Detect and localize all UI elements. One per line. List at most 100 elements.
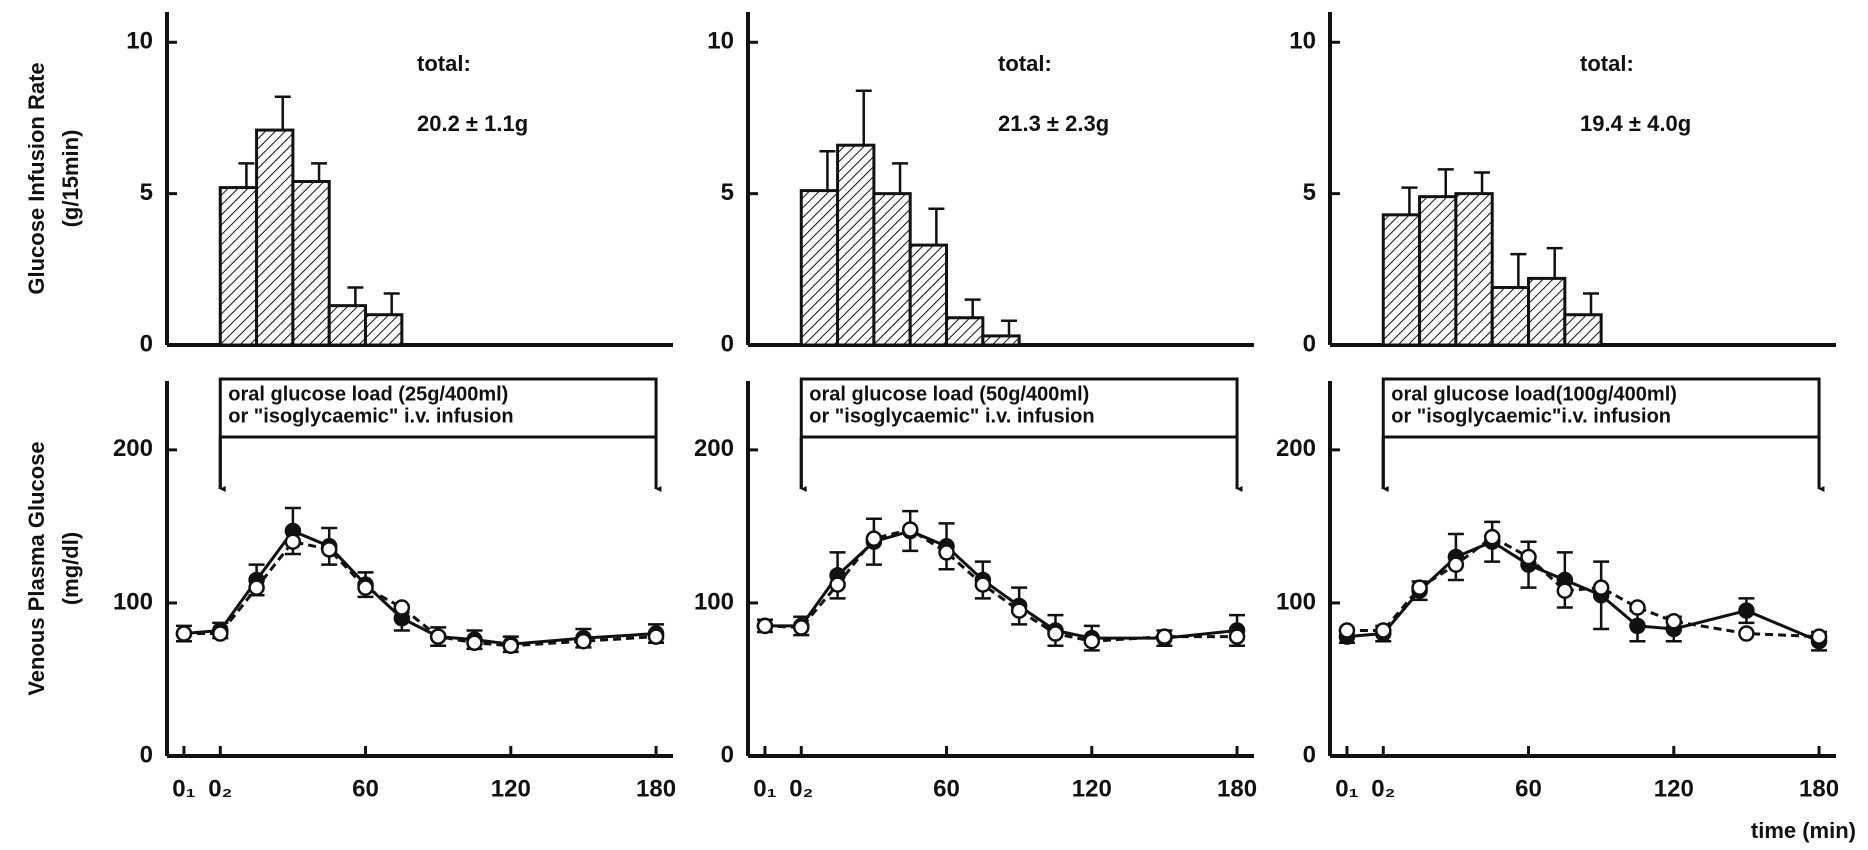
- bar: [291, 180, 331, 347]
- y-tick-label: 10: [126, 28, 153, 55]
- bracket: [218, 377, 662, 492]
- y-tick-label: 100: [1276, 588, 1316, 615]
- x-tick-label: 60: [933, 775, 960, 802]
- error-bar: [1510, 252, 1527, 288]
- bar: [327, 304, 368, 347]
- point: [1156, 628, 1173, 645]
- bracket: [799, 377, 1243, 492]
- point: [1629, 617, 1646, 635]
- x-tick-label: 0₁: [753, 775, 776, 802]
- error-bar: [892, 162, 909, 194]
- bar: [218, 186, 259, 347]
- annotation: total:: [998, 51, 1052, 76]
- error-bar: [1546, 246, 1563, 279]
- x-tick-label: 0₁: [1335, 775, 1358, 802]
- bar: [255, 128, 295, 347]
- annotation: total:: [417, 51, 471, 76]
- point: [1592, 579, 1610, 596]
- series-line: [764, 527, 1238, 643]
- x-tick-label: 60: [1515, 775, 1542, 802]
- x-tick-label: 0₂: [789, 775, 813, 802]
- bar: [1563, 313, 1603, 347]
- point: [1447, 556, 1465, 573]
- point: [502, 637, 520, 655]
- bar: [1527, 276, 1567, 347]
- bar: [364, 313, 404, 347]
- error-bar: [819, 150, 836, 191]
- point: [901, 521, 919, 538]
- point: [1556, 582, 1574, 599]
- point: [1738, 625, 1755, 642]
- point: [248, 579, 265, 596]
- annotation: or "isoglycaemic"i.v. infusion: [1391, 405, 1671, 427]
- error-bar: [964, 298, 981, 318]
- point: [829, 576, 846, 593]
- bar: [836, 143, 876, 347]
- bar: [981, 334, 1021, 347]
- bar: [799, 189, 840, 347]
- y-tick-label: 5: [140, 179, 153, 206]
- annotation: or "isoglycaemic" i.v. infusion: [809, 405, 1094, 427]
- y-tick-label: 200: [1276, 435, 1316, 462]
- error-bar: [1401, 186, 1418, 215]
- x-tick-label: 120: [1654, 775, 1694, 802]
- point: [1083, 632, 1101, 650]
- y-axis-label: (mg/dl): [58, 532, 83, 605]
- point: [175, 625, 193, 642]
- y-tick-label: 200: [113, 435, 153, 462]
- bar: [872, 192, 912, 347]
- point: [974, 576, 992, 593]
- x-tick-label: 120: [491, 775, 531, 802]
- bracket: [1381, 377, 1825, 492]
- annotation: oral glucose load(100g/400ml): [1391, 383, 1677, 405]
- annotation: oral glucose load (25g/400ml): [228, 383, 508, 405]
- point: [393, 599, 411, 616]
- bar: [1454, 192, 1494, 347]
- error-bar: [1437, 168, 1454, 197]
- y-axis-label: Glucose Infusion Rate: [24, 62, 49, 294]
- point: [1810, 628, 1828, 645]
- x-tick-label: 180: [1217, 775, 1257, 802]
- annotation: oral glucose load (50g/400ml): [809, 383, 1089, 405]
- point: [938, 544, 955, 561]
- point: [1520, 548, 1537, 566]
- x-tick-label: 180: [636, 775, 676, 802]
- bar: [1490, 285, 1531, 347]
- x-tick-label: 60: [352, 775, 379, 802]
- point: [1338, 622, 1356, 639]
- error-bar: [238, 162, 255, 188]
- annotation: 20.2 ± 1.1g: [417, 111, 528, 136]
- error-bar: [855, 89, 872, 146]
- point: [1629, 599, 1646, 616]
- annotation: total:: [1580, 51, 1634, 76]
- error-bar: [1474, 171, 1491, 194]
- x-tick-label: 0₂: [208, 775, 232, 802]
- point: [1375, 622, 1392, 639]
- bar: [908, 243, 949, 347]
- x-axis-label: time (min): [1751, 818, 1856, 843]
- y-tick-label: 5: [1303, 179, 1316, 206]
- point: [1228, 628, 1246, 645]
- error-bar: [311, 162, 328, 182]
- point: [357, 579, 374, 596]
- y-tick-label: 200: [694, 435, 734, 462]
- x-tick-label: 180: [1799, 775, 1839, 802]
- y-tick-label: 0: [140, 741, 153, 768]
- bar: [1418, 195, 1458, 347]
- y-tick-label: 0: [140, 330, 153, 357]
- annotation: 19.4 ± 4.0g: [1580, 111, 1691, 136]
- error-bar: [928, 207, 945, 246]
- point: [647, 628, 665, 645]
- point: [1010, 602, 1028, 619]
- point: [1483, 528, 1501, 546]
- point: [575, 632, 592, 650]
- y-tick-label: 100: [113, 588, 153, 615]
- point: [1738, 602, 1755, 619]
- y-tick-label: 0: [721, 741, 734, 768]
- x-tick-label: 120: [1072, 775, 1112, 802]
- y-tick-label: 10: [1289, 28, 1316, 55]
- point: [284, 533, 302, 550]
- error-bar: [1001, 319, 1017, 336]
- error-bar: [274, 95, 291, 131]
